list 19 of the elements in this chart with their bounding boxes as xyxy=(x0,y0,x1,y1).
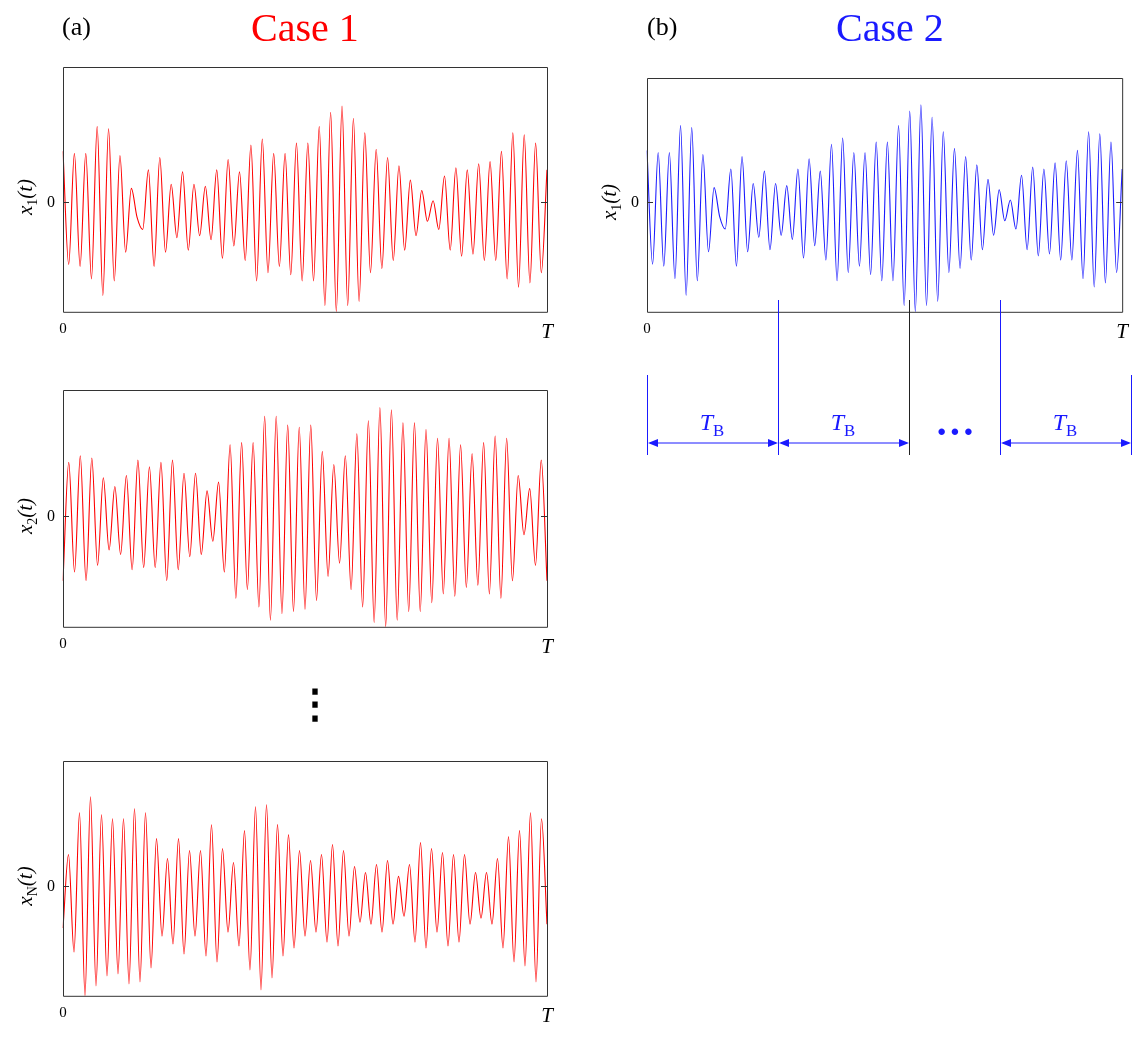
text: ··· xyxy=(934,409,976,454)
x-tick-label: T xyxy=(541,1002,555,1027)
x-tick-label: T xyxy=(541,318,555,343)
text: 0 xyxy=(47,876,55,894)
text: (a) xyxy=(62,12,91,41)
chart-title: Case 2 xyxy=(836,5,944,50)
text: 0 xyxy=(631,192,639,210)
x-tick-label: T xyxy=(541,633,555,658)
text: T$_{B}$ xyxy=(830,409,856,440)
x-tick-label: 0 xyxy=(59,319,67,336)
text: 0 xyxy=(47,506,55,524)
text: (b) xyxy=(647,12,678,41)
text: 0 xyxy=(47,192,55,210)
chart-title: Case 1 xyxy=(251,5,359,50)
text: T$_{B}$ xyxy=(1052,409,1078,440)
text: ⋮ xyxy=(295,681,335,726)
x-tick-label: 0 xyxy=(643,319,651,336)
x-tick-label: T xyxy=(1116,318,1130,343)
text: T$_{B}$ xyxy=(699,409,725,440)
